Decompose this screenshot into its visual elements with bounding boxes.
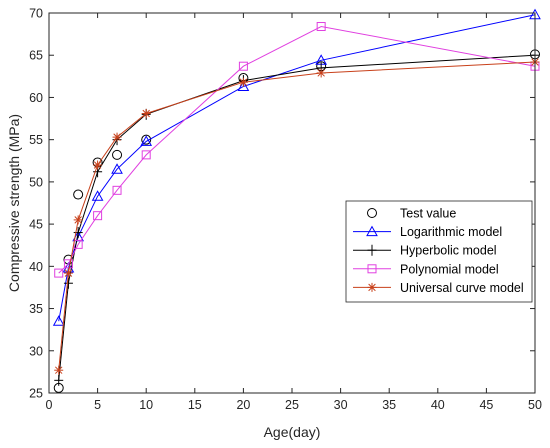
x-tick-label-1: 0 xyxy=(46,398,53,412)
series-3-point-3 xyxy=(73,227,83,239)
series-4-point-7-shape xyxy=(238,61,248,71)
y-tick-label-7: 55 xyxy=(29,133,43,147)
series-4-point-5 xyxy=(112,185,122,195)
legend-entry-4: Polynomial model xyxy=(353,262,499,276)
series-5-point-7-d2 xyxy=(239,78,248,86)
series-4-point-2-shape xyxy=(63,259,73,269)
series-5-point-2-d2 xyxy=(64,269,73,277)
y-tick-label-10: 70 xyxy=(29,7,43,21)
x-tick-label-3: 10 xyxy=(139,398,153,412)
legend-entry-3-marker xyxy=(367,244,377,256)
y-tick-label-4: 40 xyxy=(29,260,43,274)
series-4-point-1 xyxy=(54,268,64,278)
x-tick-label-10: 45 xyxy=(479,398,493,412)
x-tick-label-9: 40 xyxy=(431,398,445,412)
series-1-point-3-shape xyxy=(73,189,84,200)
legend-entry-4-marker xyxy=(367,264,377,274)
series-2-point-4 xyxy=(91,190,104,201)
legend-entry-2-marker-shape xyxy=(366,225,378,237)
legend-entry-5-marker xyxy=(367,282,377,292)
series-4-point-8 xyxy=(316,22,326,32)
legend-entry-3-label: Hyperbolic model xyxy=(400,244,497,258)
y-tick-label-9: 65 xyxy=(29,49,43,63)
series-5-point-3 xyxy=(73,215,83,225)
legend-entry-5: Universal curve model xyxy=(353,281,524,295)
x-tick-label-8: 35 xyxy=(382,398,396,412)
series-5-point-6 xyxy=(141,108,151,118)
series-1-point-5 xyxy=(112,149,123,160)
series-2-point-6 xyxy=(140,135,153,146)
legend-entry-1-marker-shape xyxy=(367,208,377,218)
series-2-point-6-shape xyxy=(140,135,153,146)
series-1-point-6-shape xyxy=(141,134,152,145)
series-2-point-5 xyxy=(111,163,123,174)
series-3-point-1 xyxy=(54,374,64,386)
series-2-point-5-shape xyxy=(111,163,123,174)
series-2-point-1-shape xyxy=(52,315,65,326)
legend-box xyxy=(345,200,533,303)
series-5-point-1-d2 xyxy=(54,366,63,374)
legend-entry-5-label: Universal curve model xyxy=(400,281,524,295)
x-tick-label-2: 5 xyxy=(94,398,101,412)
series-5-point-3-d2 xyxy=(74,216,82,224)
legend-entry-4-label: Polynomial model xyxy=(400,262,499,276)
series-5-point-6-d2 xyxy=(142,109,150,118)
series-5-point-1 xyxy=(54,365,64,375)
series-4-point-4-shape xyxy=(93,211,103,221)
x-axis-label: Age(day) xyxy=(264,424,321,440)
series-4-point-2 xyxy=(63,259,73,269)
y-tick-label-8: 60 xyxy=(29,91,43,105)
series-2-point-7 xyxy=(237,80,250,91)
series-5-point-5 xyxy=(112,132,122,142)
legend-entry-3: Hyperbolic model xyxy=(353,244,497,258)
legend-entry-4-marker-shape xyxy=(367,264,377,274)
series-4-point-5-shape xyxy=(112,185,122,195)
series-5-point-7 xyxy=(238,77,248,87)
y-tick-label-2: 30 xyxy=(29,344,43,358)
series-4-point-1-shape xyxy=(54,268,64,278)
legend-entry-2: Logarithmic model xyxy=(353,225,502,239)
x-tick-label-7: 30 xyxy=(334,398,348,412)
series-4-point-6 xyxy=(141,150,151,160)
series-1-point-5-shape xyxy=(112,149,123,160)
series-5-point-4 xyxy=(93,160,103,170)
x-tick-label-4: 15 xyxy=(188,398,202,412)
series-1-point-3 xyxy=(73,189,84,200)
legend-entry-2-marker xyxy=(366,225,378,237)
y-tick-label-5: 45 xyxy=(29,218,43,232)
y-axis-label: Compressive strength (MPa) xyxy=(6,114,22,292)
legend-entry-1-label: Test value xyxy=(400,207,456,221)
series-4-point-7 xyxy=(238,61,248,71)
series-2-point-7-shape xyxy=(237,80,250,91)
series-2-point-1 xyxy=(52,315,65,326)
legend-entry-1-marker xyxy=(367,208,377,218)
y-tick-label-3: 35 xyxy=(29,302,43,316)
legend-entry-2-label: Logarithmic model xyxy=(400,225,502,239)
legend-entry-1: Test value xyxy=(367,207,456,221)
series-3-point-2 xyxy=(63,277,73,289)
y-tick-label-6: 50 xyxy=(29,175,43,189)
series-5-point-8 xyxy=(316,68,326,78)
chart-marks xyxy=(52,8,541,393)
y-tick-label-1: 25 xyxy=(29,387,43,401)
series-4-point-6-shape xyxy=(141,150,151,160)
chart-axes: 0 5 10 15 20 25 30 35 40 45 50 25 30 35 40 45 50 55 60 65 70 xyxy=(29,7,542,413)
series-4-point-4 xyxy=(93,211,103,221)
series-5-point-5-d2 xyxy=(113,133,121,141)
legend: Test value Logarithmic model Hyperbolic mo… xyxy=(345,200,533,303)
x-tick-label-11: 50 xyxy=(528,398,542,412)
x-tick-label-6: 25 xyxy=(285,398,299,412)
legend-entry-5-marker-d2 xyxy=(368,283,376,292)
series-5-point-2 xyxy=(63,268,73,278)
series-4-point-8-shape xyxy=(316,22,326,32)
series-1-point-6 xyxy=(141,134,152,145)
series-5-point-8-d2 xyxy=(317,69,325,77)
x-tick-label-5: 20 xyxy=(236,398,250,412)
series-5-point-4-d2 xyxy=(93,161,102,169)
series-2-point-4-shape xyxy=(91,190,104,201)
